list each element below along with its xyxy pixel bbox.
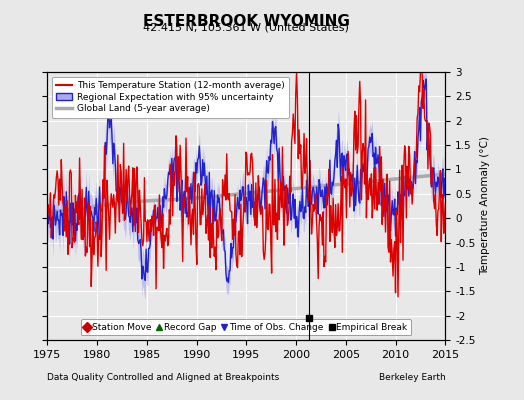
Text: 42.415 N, 105.361 W (United States): 42.415 N, 105.361 W (United States) <box>144 22 349 32</box>
Y-axis label: Temperature Anomaly (°C): Temperature Anomaly (°C) <box>479 136 489 276</box>
Text: Data Quality Controlled and Aligned at Breakpoints: Data Quality Controlled and Aligned at B… <box>47 373 279 382</box>
Legend: Station Move, Record Gap, Time of Obs. Change, Empirical Break: Station Move, Record Gap, Time of Obs. C… <box>81 319 411 336</box>
Text: ESTERBROOK WYOMING: ESTERBROOK WYOMING <box>143 14 350 29</box>
Text: Berkeley Earth: Berkeley Earth <box>379 373 445 382</box>
